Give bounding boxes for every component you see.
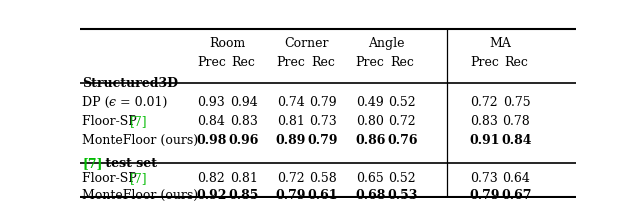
- Text: ϵ: ϵ: [109, 96, 116, 109]
- Text: 0.52: 0.52: [388, 96, 416, 109]
- Text: 0.94: 0.94: [230, 96, 257, 109]
- Text: 0.72: 0.72: [277, 172, 305, 185]
- Text: 0.89: 0.89: [276, 134, 306, 147]
- Text: Room: Room: [209, 37, 246, 50]
- Text: [7]: [7]: [83, 157, 103, 170]
- Text: 0.84: 0.84: [198, 115, 225, 128]
- Text: 0.91: 0.91: [469, 134, 499, 147]
- Text: Corner: Corner: [285, 37, 329, 50]
- Text: 0.58: 0.58: [309, 172, 337, 185]
- Text: 0.52: 0.52: [388, 172, 416, 185]
- Text: Prec: Prec: [356, 56, 385, 69]
- Text: 0.64: 0.64: [502, 172, 531, 185]
- Text: 0.68: 0.68: [355, 188, 385, 202]
- Text: 0.93: 0.93: [198, 96, 225, 109]
- Text: Rec: Rec: [390, 56, 414, 69]
- Text: Prec: Prec: [276, 56, 305, 69]
- Text: MonteFloor (ours): MonteFloor (ours): [83, 134, 198, 147]
- Text: Rec: Rec: [504, 56, 529, 69]
- Text: 0.80: 0.80: [356, 115, 384, 128]
- Text: 0.61: 0.61: [308, 188, 339, 202]
- Text: 0.85: 0.85: [228, 188, 259, 202]
- Text: 0.81: 0.81: [277, 115, 305, 128]
- Text: 0.82: 0.82: [198, 172, 225, 185]
- Text: 0.75: 0.75: [502, 96, 531, 109]
- Text: 0.73: 0.73: [470, 172, 498, 185]
- Text: Prec: Prec: [197, 56, 226, 69]
- Text: [7]: [7]: [130, 172, 148, 185]
- Text: 0.83: 0.83: [470, 115, 498, 128]
- Text: 0.98: 0.98: [196, 134, 227, 147]
- Text: 0.73: 0.73: [309, 115, 337, 128]
- Text: 0.84: 0.84: [501, 134, 532, 147]
- Text: 0.65: 0.65: [356, 172, 384, 185]
- Text: 0.83: 0.83: [230, 115, 258, 128]
- Text: Rec: Rec: [311, 56, 335, 69]
- Text: 0.96: 0.96: [228, 134, 259, 147]
- Text: test set: test set: [101, 157, 157, 170]
- Text: 0.49: 0.49: [356, 96, 384, 109]
- Text: Structured3D: Structured3D: [83, 77, 179, 90]
- Text: 0.79: 0.79: [276, 188, 306, 202]
- Text: 0.76: 0.76: [387, 134, 418, 147]
- Text: 0.67: 0.67: [501, 188, 532, 202]
- Text: 0.79: 0.79: [469, 188, 499, 202]
- Text: Floor-SP: Floor-SP: [83, 115, 141, 128]
- Text: 0.86: 0.86: [355, 134, 385, 147]
- Text: MonteFloor (ours): MonteFloor (ours): [83, 188, 198, 202]
- Text: [7]: [7]: [130, 115, 148, 128]
- Text: 0.72: 0.72: [388, 115, 416, 128]
- Text: 0.72: 0.72: [470, 96, 498, 109]
- Text: 0.74: 0.74: [277, 96, 305, 109]
- Text: 0.81: 0.81: [230, 172, 258, 185]
- Text: Prec: Prec: [470, 56, 499, 69]
- Text: DP (: DP (: [83, 96, 110, 109]
- Text: 0.79: 0.79: [309, 96, 337, 109]
- Text: 0.79: 0.79: [308, 134, 339, 147]
- Text: MA: MA: [490, 37, 511, 50]
- Text: 0.78: 0.78: [502, 115, 531, 128]
- Text: Rec: Rec: [232, 56, 255, 69]
- Text: = 0.01): = 0.01): [116, 96, 168, 109]
- Text: 0.53: 0.53: [387, 188, 417, 202]
- Text: 0.92: 0.92: [196, 188, 227, 202]
- Text: Floor-SP: Floor-SP: [83, 172, 141, 185]
- Text: Angle: Angle: [368, 37, 404, 50]
